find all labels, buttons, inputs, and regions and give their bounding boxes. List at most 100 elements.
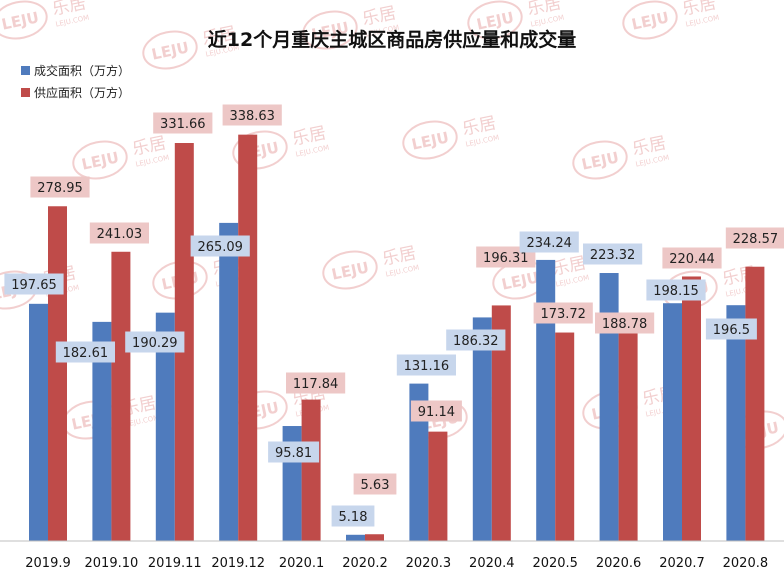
bar-deal-2019.10 xyxy=(92,321,112,541)
x-ticks: 2019.9 2019.10 2019.11 2019.12 2020.1 2020.2 2… xyxy=(25,556,768,571)
data-label-supply-2020.8-box xyxy=(725,227,784,249)
data-label-deal-2020.4-box xyxy=(446,329,506,351)
watermark-logo-ring xyxy=(622,0,678,40)
data-label-supply-2020.1-box xyxy=(286,372,346,394)
x-tick-label: 2020.8 xyxy=(723,556,769,571)
data-label-supply-2020.8: 228.57 xyxy=(725,227,784,249)
data-label-supply-2020.6-text: 188.78 xyxy=(602,317,648,332)
watermark-logo-text: LEJU xyxy=(0,8,40,33)
data-label-supply-2019.10-box xyxy=(89,222,149,244)
data-label-supply-2020.5-text: 173.72 xyxy=(540,307,586,322)
legend-label-1: 成交面积（万方） xyxy=(34,63,130,78)
data-label-deal-2020.1-box xyxy=(268,441,320,463)
x-tick-label: 2020.7 xyxy=(659,556,705,571)
data-label-supply-2020.6-box xyxy=(595,312,655,334)
data-label-deal-2020.4-text: 186.32 xyxy=(453,334,499,349)
data-label-supply-2019.12: 338.63 xyxy=(222,104,282,126)
data-label-deal-2020.8-text: 196.5 xyxy=(713,323,750,338)
data-label-supply-2019.9: 278.95 xyxy=(30,176,90,198)
x-tick-label: 2020.3 xyxy=(406,556,452,571)
data-label-deal-2020.1: 95.81 xyxy=(268,441,320,463)
data-label-deal-2020.8-box xyxy=(705,318,757,340)
data-label-supply-2019.10-text: 241.03 xyxy=(97,227,143,242)
watermark-logo-ring xyxy=(572,140,628,180)
data-label-deal-2019.11-text: 190.29 xyxy=(132,336,178,351)
data-label-supply-2019.11-text: 331.66 xyxy=(160,117,206,132)
bar-supply-2020.6 xyxy=(618,314,638,541)
data-label-supply-2019.10: 241.03 xyxy=(89,222,149,244)
legend: 成交面积（万方） 供应面积（万方） xyxy=(21,63,130,100)
data-label-deal-2020.5-text: 234.24 xyxy=(526,236,572,251)
data-label-deal-2020.2-box xyxy=(331,505,375,527)
data-label-deal-2020.7: 198.15 xyxy=(646,279,706,301)
legend-label-2: 供应面积（万方） xyxy=(34,85,130,100)
bar-deal-2020.8 xyxy=(726,305,746,541)
data-label-deal-2020.6-text: 223.32 xyxy=(590,248,636,263)
x-tick-label: 2020.4 xyxy=(469,556,515,571)
x-tick-label: 2020.2 xyxy=(342,556,388,571)
x-tick-label: 2019.11 xyxy=(148,556,202,571)
data-label-supply-2020.8-text: 228.57 xyxy=(733,232,779,247)
data-label-deal-2020.2: 5.18 xyxy=(331,505,375,527)
data-label-supply-2020.7: 220.44 xyxy=(662,247,722,269)
watermark-logo-text: LEJU xyxy=(150,38,190,63)
watermark-logo-text: LEJU xyxy=(500,268,540,293)
data-label-deal-2020.3-text: 131.16 xyxy=(404,359,450,374)
x-tick-label: 2020.6 xyxy=(596,556,642,571)
bar-deal-2020.7 xyxy=(663,303,682,541)
watermark-logo-text: LEJU xyxy=(580,148,620,173)
data-label-deal-2019.12-box xyxy=(190,235,250,257)
data-label-supply-2020.4-text: 196.31 xyxy=(483,251,529,266)
bar-supply-2020.5 xyxy=(555,332,575,541)
data-label-supply-2020.7-box xyxy=(662,247,722,269)
data-label-deal-2020.1-text: 95.81 xyxy=(275,446,312,461)
data-label-supply-2019.11-box xyxy=(153,112,213,134)
bar-deal-2019.11 xyxy=(155,312,175,541)
x-tick-label: 2020.1 xyxy=(279,556,325,571)
data-label-supply-2020.1-text: 117.84 xyxy=(293,377,339,392)
data-label-supply-2020.5: 173.72 xyxy=(533,302,593,324)
x-tick-label: 2019.9 xyxy=(25,556,71,571)
watermark-logo-ring xyxy=(467,0,523,40)
bar-supply-2019.9 xyxy=(48,206,67,541)
watermark-logo-text: LEJU xyxy=(410,128,450,153)
data-label-deal-2019.10-box xyxy=(55,341,115,363)
data-label-supply-2019.11: 331.66 xyxy=(153,112,213,134)
data-label-deal-2020.2-text: 5.18 xyxy=(339,510,368,525)
data-label-deal-2019.10-text: 182.61 xyxy=(63,346,109,361)
bar-deal-2020.4 xyxy=(472,317,492,541)
data-label-supply-2019.12-box xyxy=(222,104,282,126)
data-label-supply-2019.12-text: 338.63 xyxy=(229,109,275,124)
data-label-deal-2020.7-box xyxy=(646,279,706,301)
data-label-deal-2020.4: 186.32 xyxy=(446,329,506,351)
data-label-deal-2019.9-text: 197.65 xyxy=(11,278,57,293)
data-label-supply-2019.9-box xyxy=(30,176,90,198)
data-label-supply-2020.2-text: 5.63 xyxy=(361,478,390,493)
data-labels: 197.65 278.95 182.61 241.03 190.29 331.66 265.… xyxy=(4,104,784,527)
watermark-logo-text: LEJU xyxy=(630,8,670,33)
watermark-logo-text: LEJU xyxy=(80,148,120,173)
data-label-deal-2020.5-box xyxy=(519,231,579,253)
data-label-deal-2020.3-box xyxy=(396,354,456,376)
bar-supply-2019.10 xyxy=(111,251,131,541)
bar-deal-2020.5 xyxy=(536,259,556,541)
data-label-deal-2019.12: 265.09 xyxy=(190,235,250,257)
bar-deal-2020.3 xyxy=(409,383,429,541)
data-label-supply-2020.3-text: 91.14 xyxy=(418,405,455,420)
x-tick-label: 2020.5 xyxy=(532,556,578,571)
watermark-logo-ring xyxy=(322,250,378,290)
data-label-deal-2019.9-box xyxy=(4,273,64,295)
data-label-supply-2020.6: 188.78 xyxy=(595,312,655,334)
data-label-supply-2020.5-box xyxy=(533,302,593,324)
data-label-supply-2020.2-box xyxy=(353,473,397,495)
chart-title: 近12个月重庆主城区商品房供应量和成交量 xyxy=(208,28,576,51)
bar-supply-2020.1 xyxy=(301,399,321,541)
watermark-logo-ring xyxy=(232,130,288,170)
legend-swatch-1 xyxy=(21,66,30,75)
bar-supply-2020.2 xyxy=(365,534,384,541)
